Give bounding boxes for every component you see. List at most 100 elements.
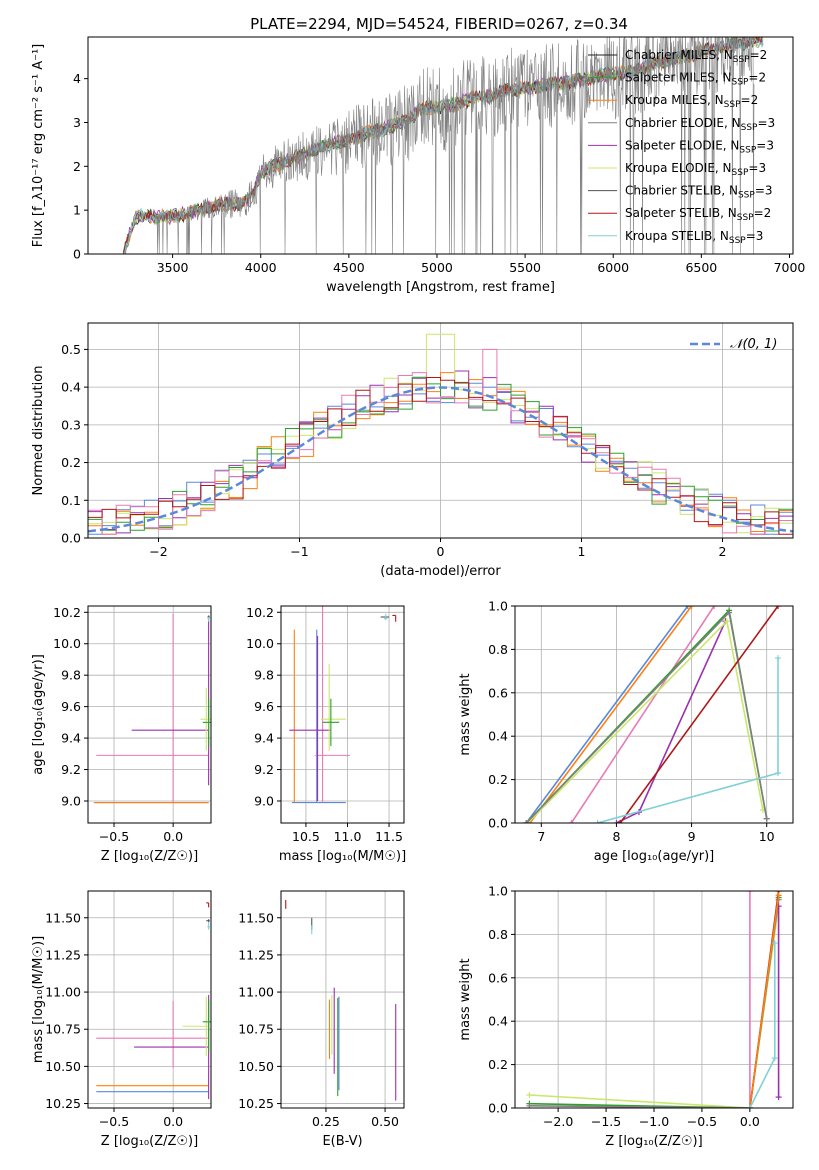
axes-frame bbox=[87, 890, 212, 1109]
errorbar-point bbox=[291, 629, 346, 804]
axes-frame bbox=[280, 605, 405, 824]
x-tick-label: −1.0 bbox=[639, 1114, 669, 1129]
mass-weight-line bbox=[619, 606, 779, 823]
y-tick-label: 9.8 bbox=[61, 668, 81, 683]
plot-area bbox=[523, 606, 781, 823]
panel-spectrum: 3500 4000 4500 5000 5500 6000 6500 7000 0 1 2 3 4 wav… bbox=[31, 36, 806, 295]
y-axis-label: mass weight bbox=[458, 958, 473, 1040]
x-tick-label: −0.5 bbox=[99, 829, 129, 844]
y-tick-label: 10.75 bbox=[238, 1022, 274, 1037]
x-tick-label: −0.5 bbox=[99, 1114, 129, 1129]
mass-weight-marker bbox=[771, 940, 778, 947]
observed-spectrum-line bbox=[154, 37, 755, 254]
y-tick-label: 0.0 bbox=[488, 816, 508, 831]
x-tick-label: 4500 bbox=[333, 260, 365, 275]
x-tick-label: 8 bbox=[612, 829, 620, 844]
y-tick-label: 4 bbox=[73, 71, 81, 86]
y-tick-label: 9.2 bbox=[254, 762, 274, 777]
mass-weight-marker bbox=[684, 606, 691, 609]
legend-label: Salpeter MILES, NSSP=2 bbox=[625, 71, 766, 88]
legend-label: Chabrier STELIB, NSSP=3 bbox=[625, 184, 773, 201]
y-tick-label: 11.25 bbox=[45, 947, 81, 962]
legend-label: Chabrier ELODIE, NSSP=3 bbox=[625, 116, 775, 133]
mass-weight-line bbox=[529, 606, 693, 823]
axes-frame bbox=[280, 890, 405, 1109]
y-tick-label: 9.2 bbox=[61, 762, 81, 777]
plot-area bbox=[96, 902, 211, 1100]
mass-weight-marker bbox=[775, 892, 782, 899]
y-tick-label: 9.0 bbox=[254, 793, 274, 808]
x-axis-label: (data-model)/error bbox=[380, 564, 501, 579]
x-tick-label: 7 bbox=[537, 829, 545, 844]
axes-frame bbox=[87, 36, 794, 255]
plot-area bbox=[122, 37, 764, 254]
y-tick-label: 0.5 bbox=[61, 342, 81, 357]
legend-label: Salpeter ELODIE, NSSP=3 bbox=[625, 138, 774, 155]
panel-mass-vs-EBV: 0.25 0.50 10.25 10.50 10.75 11.00 11.25 11.50 E(… bbox=[238, 890, 405, 1149]
mass-weight-line bbox=[570, 606, 715, 823]
y-tick-label: 10.25 bbox=[45, 1096, 81, 1111]
histogram-step bbox=[88, 333, 793, 534]
x-tick-label: 3500 bbox=[157, 260, 189, 275]
x-axis-label: age [log₁₀(age/yr)] bbox=[594, 849, 715, 864]
x-tick-label: −0.5 bbox=[687, 1114, 717, 1129]
y-tick-label: 0.4 bbox=[488, 1014, 508, 1029]
mass-weight-marker bbox=[775, 1094, 782, 1101]
mass-weight-marker bbox=[774, 606, 781, 609]
y-tick-label: 0.0 bbox=[61, 531, 81, 546]
x-tick-label: 10.5 bbox=[292, 829, 320, 844]
panel-residuals: −2 −1 0 1 2 0.0 0.1 0.2 0.3 0.4 0.5 (data-model)/er… bbox=[31, 322, 794, 579]
legend-label: Chabrier MILES, NSSP=2 bbox=[625, 48, 767, 65]
x-tick-label: 0.0 bbox=[740, 1114, 760, 1129]
plot-area bbox=[93, 613, 211, 804]
y-tick-label: 1.0 bbox=[488, 599, 508, 614]
errorbar-point bbox=[392, 614, 397, 622]
legend-label: Salpeter STELIB, NSSP=2 bbox=[625, 206, 771, 223]
mass-weight-marker bbox=[771, 1055, 778, 1062]
errorbar-point bbox=[182, 996, 209, 1056]
y-tick-label: 10.0 bbox=[53, 636, 81, 651]
y-tick-label: 9.4 bbox=[254, 731, 274, 746]
x-tick-label: 11.0 bbox=[334, 829, 362, 844]
x-tick-label: 0 bbox=[437, 544, 445, 559]
errorbar-point bbox=[207, 922, 210, 930]
y-tick-label: 0.1 bbox=[61, 493, 81, 508]
errorbar-point bbox=[202, 999, 211, 1052]
mass-weight-marker bbox=[723, 618, 730, 625]
y-tick-label: 9.6 bbox=[254, 699, 274, 714]
x-axis-label: mass [log₁₀(M/M☉)] bbox=[279, 849, 406, 864]
x-tick-label: −1.5 bbox=[591, 1114, 621, 1129]
y-tick-label: 0.3 bbox=[61, 417, 81, 432]
panel-age-vs-Z: −0.5 0.0 9.0 9.2 9.4 9.6 9.8 10.0 10.2 Z [log₁₀(Z… bbox=[31, 605, 212, 864]
x-tick-label: 6000 bbox=[597, 260, 629, 275]
legend-label: Kroupa ELODIE, NSSP=3 bbox=[625, 161, 766, 178]
mass-weight-marker bbox=[774, 655, 781, 662]
y-tick-label: 10.0 bbox=[246, 636, 274, 651]
y-tick-label: 11.00 bbox=[238, 985, 274, 1000]
mass-weight-line bbox=[749, 895, 780, 1108]
errorbar-point bbox=[206, 902, 210, 908]
y-tick-label: 1 bbox=[73, 203, 81, 218]
y-tick-label: 1.0 bbox=[488, 884, 508, 899]
histogram-step bbox=[88, 377, 793, 535]
y-tick-label: 0.4 bbox=[488, 729, 508, 744]
x-tick-label: −1 bbox=[290, 544, 308, 559]
y-axis-label: Flux [f_λ10⁻¹⁷ erg cm⁻² s⁻¹ A⁻¹] bbox=[31, 44, 46, 248]
y-tick-label: 10.2 bbox=[246, 605, 274, 620]
y-axis-label: Normed distribution bbox=[31, 366, 46, 496]
mass-weight-marker bbox=[763, 815, 770, 822]
mass-weight-marker bbox=[746, 1105, 753, 1108]
errorbar-point bbox=[202, 698, 211, 746]
y-tick-label: 11.00 bbox=[45, 985, 81, 1000]
y-tick-label: 2 bbox=[73, 159, 81, 174]
plot-layer: 3500 4000 4500 5000 5500 6000 6500 7000 0 1 2 3 4 wav… bbox=[31, 36, 806, 1149]
x-axis-label: E(B-V) bbox=[322, 1134, 362, 1149]
x-tick-label: 5000 bbox=[421, 260, 453, 275]
x-tick-label: 0.50 bbox=[371, 1114, 399, 1129]
x-tick-label: 7000 bbox=[774, 260, 806, 275]
panel-age-vs-mass: 10.5 11.0 11.5 9.0 9.2 9.4 9.6 9.8 10.0 10.2 mass … bbox=[246, 605, 406, 864]
panel-massweight-vs-age: 7 8 9 10 0.0 0.2 0.4 0.6 0.8 1.0 age [log₁₀(age/yr… bbox=[458, 599, 794, 864]
y-axis-label: mass weight bbox=[458, 673, 473, 755]
errorbar-point bbox=[200, 687, 211, 751]
